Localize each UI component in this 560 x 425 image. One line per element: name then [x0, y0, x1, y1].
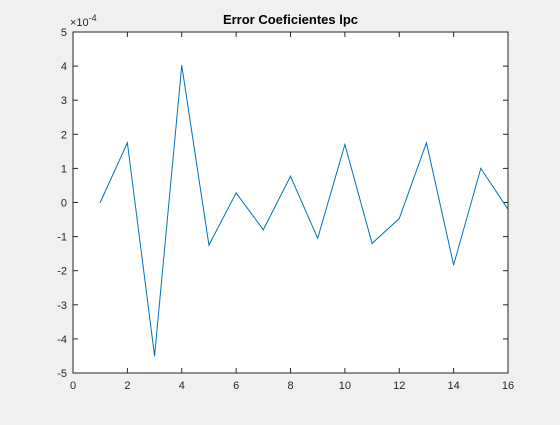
data-point [99, 202, 101, 203]
data-point [262, 229, 264, 231]
data-point [290, 175, 291, 177]
y-axis-exponent-base: ×10 [70, 17, 89, 29]
y-axis-exponent: ×10-4 [70, 13, 97, 29]
y-tick-label: 2 [61, 129, 67, 141]
y-tick-label: -4 [57, 334, 67, 346]
y-tick-label: -5 [57, 368, 67, 380]
data-point [154, 355, 156, 357]
series-layer [99, 64, 509, 357]
x-tick-label: 6 [233, 380, 239, 392]
y-tick-label: -1 [57, 232, 67, 244]
y-tick-label: 3 [61, 95, 67, 107]
data-point [453, 264, 455, 266]
x-tick-label: 4 [179, 380, 185, 392]
plot-area [73, 32, 508, 373]
data-point [344, 144, 346, 146]
y-tick-label: 5 [61, 27, 67, 39]
chart-title: Error Coeficientes lpc [223, 12, 358, 27]
x-tick-label: 14 [448, 380, 460, 392]
data-point [480, 167, 482, 169]
x-tick-label: 0 [70, 380, 76, 392]
x-tick-label: 16 [502, 380, 514, 392]
x-tick-label: 12 [393, 380, 405, 392]
data-point [425, 142, 427, 144]
y-tick-label: 4 [61, 61, 67, 73]
data-point [181, 64, 183, 66]
x-tick-label: 10 [339, 380, 351, 392]
y-tick-label: 0 [61, 198, 67, 210]
x-axis-ticks: 0 2 4 6 8 10 12 14 16 [70, 32, 514, 392]
x-tick-label: 8 [287, 380, 293, 392]
data-point [317, 237, 319, 239]
y-axis-ticks: -5 -4 -3 -2 -1 0 1 2 3 4 5 [57, 27, 508, 380]
y-tick-label: -2 [57, 266, 67, 278]
x-tick-label: 2 [124, 380, 130, 392]
y-tick-label: -3 [57, 300, 67, 312]
data-point [398, 218, 400, 220]
axes-box [72, 31, 509, 374]
y-tick-label: 1 [61, 163, 67, 175]
data-point [208, 244, 210, 246]
series-line [99, 65, 509, 357]
y-axis-exponent-power: -4 [89, 13, 97, 23]
data-point [235, 192, 237, 194]
data-point [371, 242, 373, 244]
data-point [126, 142, 128, 144]
